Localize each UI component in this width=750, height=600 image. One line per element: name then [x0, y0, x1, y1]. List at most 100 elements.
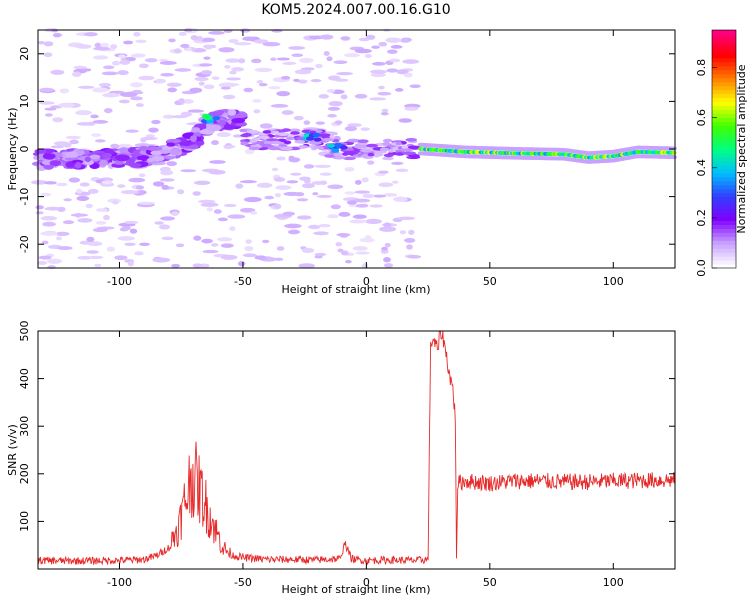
x-tick-label: 50	[483, 576, 497, 589]
spectrogram-cell	[404, 237, 416, 243]
spectrogram-cell	[349, 219, 367, 224]
spectrogram-cell	[398, 118, 412, 123]
colorbar-strip	[712, 137, 736, 142]
spectrogram-cell	[347, 138, 361, 143]
spectrogram-cell	[192, 263, 203, 268]
spectrogram-cell	[101, 71, 119, 76]
colorbar-strip	[712, 228, 736, 233]
spectrogram-cell	[119, 92, 138, 98]
spectrogram-cell	[178, 98, 185, 104]
spectrogram-cell	[39, 101, 55, 105]
spectrogram-cell	[76, 149, 86, 155]
y-tick-label: 0	[18, 146, 31, 153]
colorbar-strip	[712, 101, 736, 106]
spectrogram-cell	[254, 67, 273, 73]
spectrogram-cell	[399, 230, 407, 235]
colorbar-strip	[712, 264, 736, 269]
spectrogram-cell	[128, 177, 146, 183]
spectrogram-cell	[213, 209, 222, 214]
spectrogram-cell	[220, 243, 234, 248]
spectrogram-cell	[382, 138, 393, 143]
colorbar-strip	[712, 256, 736, 261]
spectrogram-cell	[118, 99, 130, 104]
spectrogram-points	[30, 27, 677, 270]
spectrogram-cell	[354, 93, 368, 99]
spectrogram-cell	[124, 242, 136, 246]
spectrogram-cell	[367, 160, 375, 165]
spectrogram-cell	[203, 56, 211, 60]
spectrogram-cell	[382, 156, 394, 161]
spectrogram-cell	[400, 141, 407, 145]
spectrogram-cell	[189, 144, 199, 149]
spectrogram-cell	[383, 263, 394, 268]
spectrogram-cell	[315, 121, 325, 125]
spectrogram-cell	[250, 211, 258, 215]
colorbar-strip	[712, 168, 736, 174]
spectrogram-cell	[166, 161, 178, 167]
spectrogram-cell	[333, 152, 343, 157]
y-tick-label: 20	[18, 47, 31, 61]
spectrogram-cell	[222, 94, 236, 100]
spectrogram-cell	[208, 31, 225, 35]
spectrogram-cell	[227, 109, 237, 116]
spectrogram-cell	[296, 215, 312, 220]
spectrogram-cell	[326, 89, 336, 93]
spectrogram-cell	[151, 119, 161, 125]
colorbar-strip	[712, 164, 736, 170]
spectrogram-cell	[298, 263, 316, 269]
spectrogram-cell	[117, 184, 126, 188]
spectrogram-cell	[388, 149, 395, 153]
spectrogram-cell	[306, 136, 315, 141]
spectrogram-cell	[44, 107, 57, 111]
spectrogram-cell	[313, 231, 329, 236]
spectrogram-cell	[359, 148, 372, 153]
spectrogram-cell	[69, 139, 79, 145]
spectrogram-cell	[228, 39, 239, 43]
spectrogram-cell	[217, 109, 225, 115]
spectrogram-cell	[226, 77, 241, 81]
spectrogram-cell	[312, 192, 319, 196]
spectrogram-cell	[327, 106, 340, 111]
spectrogram-cell	[138, 63, 149, 69]
colorbar-strip	[712, 53, 736, 59]
snr-x-label: Height of straight line (km)	[281, 583, 430, 596]
spectrogram-x-ticks: -100 -50 0 50 100	[107, 30, 624, 288]
spectrogram-cell	[299, 57, 314, 64]
spectrogram-cell	[251, 58, 262, 64]
spectrogram-cell	[91, 133, 102, 137]
spectrogram-cell	[240, 28, 251, 33]
spectrogram-cell	[242, 36, 256, 41]
spectrogram-cell	[313, 137, 322, 142]
spectrogram-cell	[327, 214, 339, 219]
x-tick-label: 50	[483, 275, 497, 288]
colorbar-strip	[712, 260, 736, 265]
spectrogram-cell	[144, 58, 158, 63]
spectrogram-cell	[327, 143, 335, 148]
spectrogram-cell	[671, 155, 677, 160]
spectrogram-cell	[148, 127, 159, 133]
spectrogram-cell	[235, 183, 244, 189]
spectrogram-cell	[274, 257, 284, 262]
spectrogram-cell	[123, 220, 139, 225]
spectrogram-cell	[243, 87, 254, 93]
spectrogram-cell	[40, 231, 58, 236]
spectrogram-cell	[333, 60, 348, 65]
spectrogram-cell	[394, 152, 405, 156]
y-tick-label: 300	[18, 416, 31, 437]
spectrogram-cell	[224, 145, 236, 149]
spectrogram-cell	[204, 45, 213, 50]
spectrogram-cell	[354, 48, 372, 54]
spectrogram-cell	[355, 204, 369, 208]
spectrogram-cell	[237, 260, 246, 267]
spectrogram-cell	[212, 116, 221, 121]
spectrogram-cell	[118, 54, 126, 59]
spectrogram-cell	[180, 111, 193, 117]
x-tick-label: 100	[603, 576, 624, 589]
spectrogram-cell	[218, 47, 235, 53]
spectrogram-cell	[290, 172, 302, 176]
spectrogram-cell	[37, 41, 45, 45]
spectrogram-cell	[231, 67, 245, 72]
spectrogram-cell	[340, 94, 348, 100]
spectrogram-cell	[138, 75, 155, 81]
